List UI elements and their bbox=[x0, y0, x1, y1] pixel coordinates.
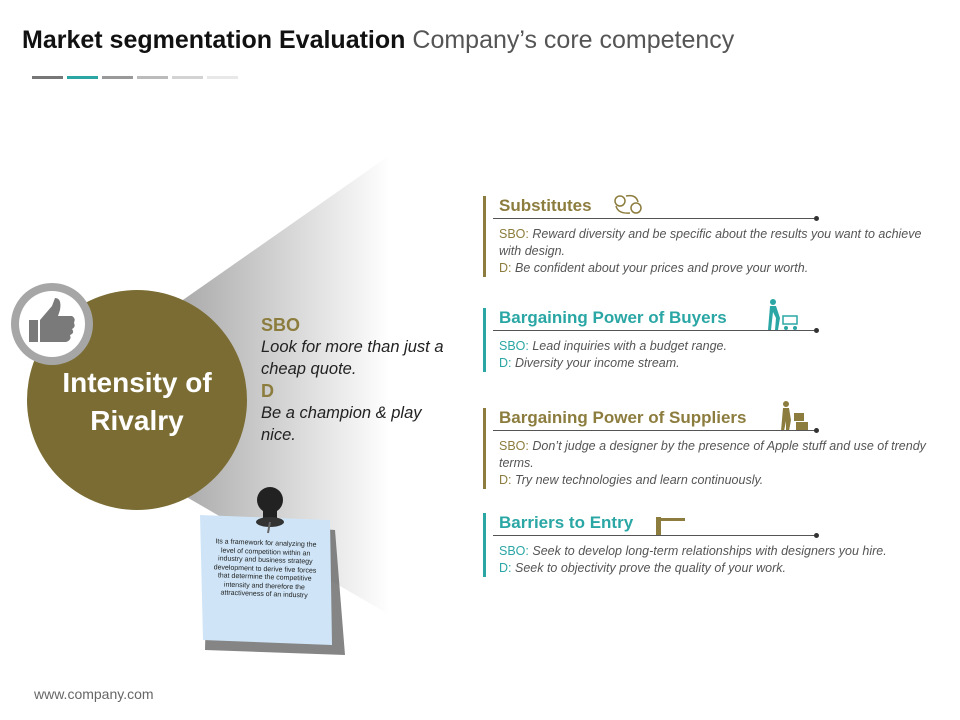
sbo-text: Don’t judge a designer by the presence o… bbox=[499, 439, 926, 470]
substitutes-icon bbox=[614, 194, 642, 214]
sbo-label: SBO: bbox=[499, 439, 529, 453]
sbo-label: SBO: bbox=[499, 544, 529, 558]
suppliers-icon bbox=[781, 401, 808, 431]
item-heading: Substitutes bbox=[499, 196, 592, 215]
thumbs-up-icon bbox=[29, 298, 75, 342]
d-text: Try new technologies and learn continuou… bbox=[514, 473, 764, 487]
item: Substitutes SBO: Reward diversity and be … bbox=[483, 196, 939, 277]
note-text: Its a framework for analyzing the level … bbox=[213, 538, 317, 600]
item-rule bbox=[493, 533, 819, 538]
sbo-line: SBO: Lead inquiries with a budget range. bbox=[499, 338, 939, 355]
d-label: D bbox=[261, 381, 274, 401]
title-bold: Market segmentation Evaluation bbox=[22, 26, 406, 54]
d-label: D: bbox=[499, 473, 512, 487]
sbo-line: SBO: Reward diversity and be specific ab… bbox=[499, 226, 939, 260]
sbo-text: Reward diversity and be specific about t… bbox=[499, 227, 922, 258]
d-line: D: Diversity your income stream. bbox=[499, 355, 939, 372]
sbo-line: SBO: Seek to develop long-term relations… bbox=[499, 543, 939, 560]
d-line: D: Seek to objectivity prove the quality… bbox=[499, 560, 939, 577]
item: Barriers to Entry SBO: Seek to develop lo… bbox=[483, 513, 939, 577]
d-text: Diversity your income stream. bbox=[514, 356, 680, 370]
item-rule bbox=[493, 428, 819, 433]
sbo-label: SBO: bbox=[499, 227, 529, 241]
footer-url: www.company.com bbox=[34, 686, 154, 702]
d-text: Be confident about your prices and prove… bbox=[514, 261, 809, 275]
circle-title: Intensity of Rivalry bbox=[62, 367, 212, 436]
sbo-text: Seek to develop long-term relationships … bbox=[532, 544, 887, 558]
d-text: Seek to objectivity prove the quality of… bbox=[514, 561, 786, 575]
sbo-text: Look for more than just a cheap quote. bbox=[261, 338, 444, 378]
buyers-icon bbox=[768, 299, 798, 330]
progress-bars bbox=[32, 76, 238, 79]
d-label: D: bbox=[499, 356, 512, 370]
item: Bargaining Power of Buyers SBO: Lead inqu… bbox=[483, 308, 939, 372]
title-light: Company’s core competency bbox=[412, 26, 735, 54]
item-rule bbox=[493, 216, 819, 221]
item-heading: Bargaining Power of Suppliers bbox=[499, 408, 747, 427]
fan-shape bbox=[140, 155, 390, 615]
item: Bargaining Power of Suppliers SBO: Don’t … bbox=[483, 408, 939, 489]
center-text: SBO Look for more than just a cheap quot… bbox=[261, 314, 451, 446]
barrier-icon bbox=[656, 517, 685, 535]
item-heading: Bargaining Power of Buyers bbox=[499, 308, 727, 327]
sbo-line: SBO: Don’t judge a designer by the prese… bbox=[499, 438, 939, 472]
sticky-note bbox=[200, 487, 345, 655]
d-line: D: Be confident about your prices and pr… bbox=[499, 260, 939, 277]
d-text: Be a champion & play nice. bbox=[261, 404, 422, 444]
d-label: D: bbox=[499, 261, 512, 275]
sbo-text: Lead inquiries with a budget range. bbox=[532, 339, 727, 353]
item-rule bbox=[493, 328, 819, 333]
title: Market segmentation Evaluation Company’s… bbox=[22, 26, 734, 55]
d-line: D: Try new technologies and learn contin… bbox=[499, 472, 939, 489]
d-label: D: bbox=[499, 561, 512, 575]
sbo-label: SBO: bbox=[499, 339, 529, 353]
sbo-label: SBO bbox=[261, 315, 301, 335]
item-heading: Barriers to Entry bbox=[499, 513, 634, 532]
